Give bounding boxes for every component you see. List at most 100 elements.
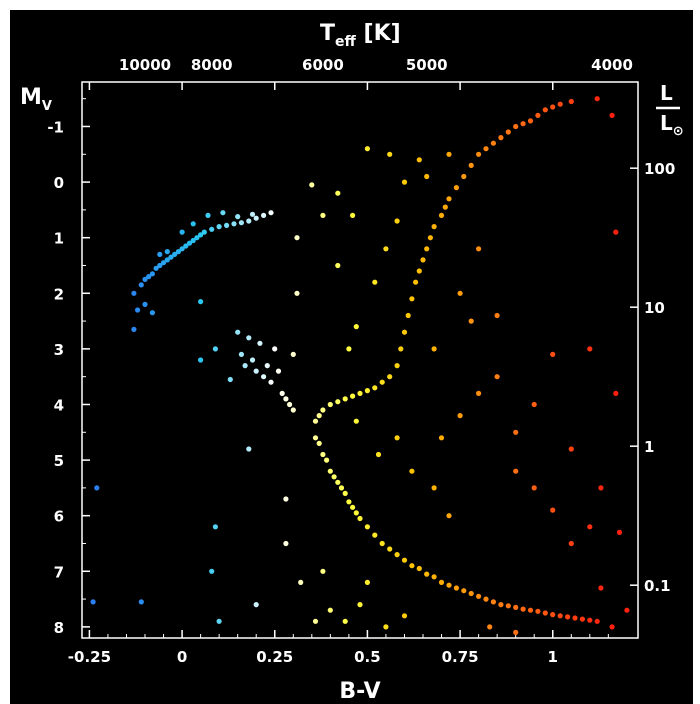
star-point: [231, 221, 237, 227]
star-point: [335, 190, 341, 196]
star-point: [387, 374, 393, 380]
star-point: [483, 596, 489, 602]
star-point: [320, 212, 326, 218]
star-point: [235, 329, 241, 335]
star-point: [179, 229, 185, 235]
star-point: [335, 399, 341, 405]
star-point: [346, 346, 352, 352]
star-point: [424, 571, 430, 577]
right-tick-label: 1: [644, 438, 654, 456]
star-point: [490, 140, 496, 146]
y-tick-label: 4: [54, 396, 64, 414]
star-point: [249, 357, 256, 363]
star-point: [138, 282, 144, 288]
top-tick-label: 5000: [406, 56, 448, 74]
y-tick-label: 5: [54, 452, 64, 470]
star-point: [387, 546, 393, 552]
star-point: [416, 268, 422, 274]
star-point: [283, 496, 289, 502]
y-tick-label: 6: [54, 508, 64, 526]
star-point: [261, 374, 267, 380]
star-point: [149, 310, 155, 316]
x-axis-title: B-V: [339, 679, 380, 704]
star-point: [142, 276, 148, 282]
star-point: [490, 599, 496, 605]
star-point: [253, 602, 259, 608]
star-point: [350, 393, 356, 399]
star-point: [568, 446, 574, 452]
star-point: [461, 588, 467, 594]
star-point: [476, 593, 482, 599]
star-point: [598, 485, 604, 491]
star-point: [312, 418, 319, 424]
star-point: [446, 582, 452, 588]
axis-ticks-group: -0.25 0 0.25 0.5 0.75 1 -1 0 1 2 3 4 5 6 7 8 10000 8000 60…: [47, 56, 675, 666]
star-point: [401, 613, 408, 619]
star-point: [442, 204, 448, 210]
x-tick-label: 0.25: [256, 648, 293, 666]
right-tick-label: 10: [644, 299, 665, 317]
star-point: [353, 510, 359, 516]
star-point: [190, 237, 196, 244]
star-point: [572, 615, 578, 621]
star-point: [587, 524, 593, 530]
star-point: [246, 446, 252, 452]
plot-area-border: [81, 81, 639, 639]
star-point: [394, 363, 400, 369]
star-point: [320, 451, 326, 458]
star-point: [513, 429, 519, 435]
star-point: [253, 368, 259, 374]
star-point: [483, 146, 489, 152]
star-point: [372, 532, 378, 538]
star-point: [94, 485, 100, 491]
star-point: [242, 363, 248, 369]
star-point: [379, 540, 385, 547]
star-point: [135, 307, 141, 313]
star-point: [160, 260, 167, 266]
star-point: [364, 579, 370, 586]
star-point: [535, 608, 541, 614]
star-point: [457, 290, 463, 296]
star-point: [201, 229, 207, 235]
star-point: [476, 246, 482, 252]
star-point: [587, 346, 593, 352]
x-tick-label: -0.25: [68, 648, 111, 666]
star-point: [312, 435, 319, 441]
top-tick-label: 6000: [302, 56, 344, 74]
star-point: [513, 629, 519, 636]
star-point: [342, 396, 348, 402]
star-point: [216, 224, 222, 230]
star-point: [520, 606, 526, 612]
star-point: [175, 249, 181, 255]
star-point: [149, 271, 155, 277]
star-point: [494, 312, 500, 319]
star-point: [401, 557, 408, 563]
star-point: [212, 346, 218, 352]
star-point: [416, 157, 422, 163]
star-point: [527, 607, 534, 613]
star-point: [461, 173, 467, 180]
star-point: [557, 101, 563, 107]
star-point: [320, 568, 326, 574]
star-point: [613, 229, 619, 235]
star-point: [316, 440, 322, 446]
star-point: [624, 607, 630, 613]
star-point: [353, 418, 359, 424]
x-tick-label: 1: [548, 648, 558, 666]
y-tick-label: -1: [47, 118, 64, 136]
star-point: [550, 507, 556, 513]
star-point: [246, 335, 252, 341]
star-point: [446, 151, 452, 157]
y-tick-label: 1: [54, 230, 64, 248]
star-point: [309, 182, 315, 188]
star-point: [372, 385, 378, 391]
star-point: [198, 299, 204, 305]
star-point: [331, 474, 337, 480]
star-point: [183, 243, 189, 249]
star-point: [209, 568, 215, 574]
star-point: [535, 112, 541, 118]
star-point: [468, 318, 474, 324]
top-tick-label: 10000: [119, 56, 171, 74]
star-point: [413, 279, 419, 285]
star-point: [290, 351, 296, 357]
